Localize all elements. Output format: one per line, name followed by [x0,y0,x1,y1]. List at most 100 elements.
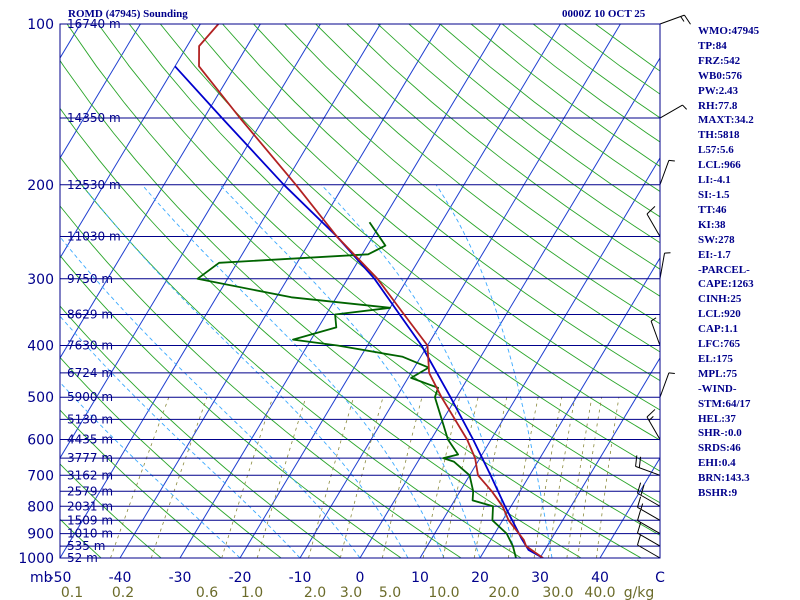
mixing-ratio-tick-label: 0.1 [61,585,83,600]
height-label: 2031 m [67,499,113,513]
mixing-ratio-line [533,397,563,558]
dry-adiabat-line [60,59,642,558]
isotherm-line [599,457,660,558]
wind-barb-staff [635,465,661,476]
stat-item: L57:5.6 [698,144,734,157]
isotherm-line [299,24,621,558]
wind-barb-flag [646,409,656,418]
mixing-ratio-tick-label: 20.0 [488,585,519,600]
mixing-ratio-tick-label: 2.0 [304,585,326,600]
wind-barb [637,522,661,547]
pressure-tick-label: 400 [27,339,54,355]
temperature-tick-label: -10 [289,570,312,586]
pressure-tick-label: 500 [27,390,54,406]
moist-adiabat-line [320,184,517,558]
wind-barb [637,496,661,521]
stat-item: KI:38 [698,218,726,231]
mixing-ratio-tick-label: 0.6 [196,585,218,600]
height-label: 3777 m [67,451,113,465]
isotherm-line [419,157,660,558]
temperature-tick-label: C [655,570,665,586]
height-label: 14350 m [67,111,121,125]
stat-item: WB0:576 [698,69,742,82]
isotherm-line [0,24,20,558]
mixing-ratio-tick-label: 1.0 [241,585,263,600]
stat-item: BRN:143.3 [698,472,750,485]
dry-adiabat-line [532,24,660,119]
wind-barb-staff [646,416,661,440]
plot-frame [59,23,661,559]
sounding-traces [174,24,544,558]
isotherm-lines [0,24,660,558]
pressure-tick-label: 800 [27,499,54,515]
stat-item: CAP:1.1 [698,323,739,336]
pressure-tick-label: 900 [27,527,54,543]
stat-item: EHI:0.4 [698,457,736,470]
wind-barb-flag [637,534,642,546]
moist-adiabat-line [81,184,409,558]
wind-barb-staff [659,253,666,279]
isotherm-line [60,24,321,459]
mixing-ratio-tick-label: 5.0 [379,585,401,600]
height-label: 1010 m [67,527,113,541]
mixing-ratio-tick-label: g/kg [624,585,655,600]
stat-item: TH:5818 [698,129,740,142]
stats-panel: WMO:47945 TP:84 FRZ:542 WB0:576 PW:2.43 RH:77… [698,24,759,501]
stat-item: -WIND- [698,382,737,395]
pressure-unit-label: mb [30,570,53,586]
stat-item: LCL:966 [698,159,741,172]
stat-item: WMO:47945 [698,25,760,37]
stat-item: CINH:25 [698,293,742,306]
wind-barb-staff [637,520,661,534]
height-label: 6724 m [67,366,113,380]
stat-item: FRZ:542 [698,54,741,67]
temperature-tick-label: 30 [531,570,549,586]
mixing-ratio-line [596,397,620,558]
wind-barb-flag [640,484,645,496]
wind-barb-staff [637,544,661,559]
stat-item: SI:-1.5 [698,188,730,201]
mixing-ratio-line [566,397,593,558]
isotherm-line [359,57,660,558]
mixing-ratio-line [507,397,539,558]
wind-barb-flag [637,522,642,534]
stat-item: SRDS:46 [698,442,741,455]
wind-barb [659,159,675,185]
mixing-ratio-tick-label: 40.0 [584,585,615,600]
wind-barb [659,372,675,398]
moist-adiabat-line [219,184,481,558]
stat-item: LFC:765 [698,338,741,351]
wind-barb [650,317,661,346]
mixing-ratio-tick-label: 0.2 [112,585,134,600]
pressure-tick-label: 300 [27,272,54,288]
stat-item: LCL:920 [698,308,741,321]
stat-item: SHR-:0.0 [698,427,742,440]
wind-barb-flag [646,206,656,215]
wind-barb-flag [682,104,688,110]
dewpoint-trace [196,221,517,558]
wind-barb [637,482,661,507]
mixing-ratio-line [221,397,274,558]
pressure-tick-label: 1000 [18,551,54,567]
stat-item: EL:175 [698,352,733,365]
moist-adiabat-line [60,236,361,558]
height-label: 9750 m [67,272,113,286]
sounding-time: 0000Z 10 OCT 25 [562,8,646,20]
mixing-ratio-tick-label: 30.0 [542,585,573,600]
temperature-tick-label: 0 [356,570,365,586]
height-label: 8629 m [67,308,113,322]
isotherm-line [60,24,261,359]
dry-adiabat-line [97,24,660,504]
wind-barb-flag [635,455,638,467]
stat-item: CAPE:1263 [698,278,754,291]
wind-barb-staff [659,104,683,119]
stat-item: HEL:37 [698,412,736,425]
wind-barb [637,534,661,559]
wind-barb [635,455,661,476]
stat-item: TT:46 [698,203,727,216]
height-label: 3162 m [67,468,113,482]
wind-barb-flag [637,496,642,508]
stat-item: RH:77.8 [698,99,738,112]
